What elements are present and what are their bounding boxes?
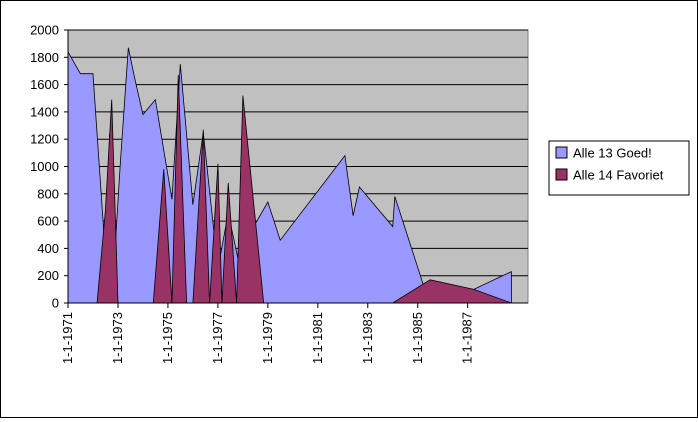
x-tick-label: 1-1-1971 (60, 312, 75, 364)
legend-box (548, 140, 690, 196)
legend-swatch-1 (555, 146, 568, 159)
x-tick-label: 1-1-1985 (410, 312, 425, 364)
y-tick-label: 400 (37, 241, 59, 256)
axes (64, 29, 528, 308)
x-tick-label: 1-1-1979 (260, 312, 275, 364)
x-tick-label: 1-1-1977 (210, 312, 225, 364)
y-tick-label: 600 (37, 214, 59, 229)
x-tick-labels: 1-1-1971 1-1-1973 1-1-1975 1-1-1977 1-1-1979… (60, 312, 475, 364)
y-tick-label: 1000 (30, 159, 59, 174)
legend-swatch-2 (555, 168, 568, 181)
y-tick-label: 200 (37, 268, 59, 283)
y-tick-label: 1400 (30, 104, 59, 119)
x-tick-label: 1-1-1973 (110, 312, 125, 364)
y-tick-label: 2000 (30, 23, 59, 38)
legend-label-2: Alle 14 Favoriet (573, 168, 664, 183)
legend-label-1: Alle 13 Goed! (573, 146, 652, 161)
y-tick-label: 1800 (30, 50, 59, 65)
legend: Alle 13 Goed! Alle 14 Favoriet (548, 140, 690, 196)
y-tick-labels: 0 200 400 600 800 1000 1200 1400 1600 1800 2000 (30, 23, 59, 311)
x-tick-label: 1-1-1983 (360, 312, 375, 364)
y-tick-label: 1600 (30, 77, 59, 92)
x-tick-label: 1-1-1987 (460, 312, 475, 364)
y-tick-label: 0 (52, 296, 59, 311)
y-tick-label: 800 (37, 186, 59, 201)
x-tick-label: 1-1-1981 (310, 312, 325, 364)
y-tick-label: 1200 (30, 132, 59, 147)
x-tick-label: 1-1-1975 (160, 312, 175, 364)
